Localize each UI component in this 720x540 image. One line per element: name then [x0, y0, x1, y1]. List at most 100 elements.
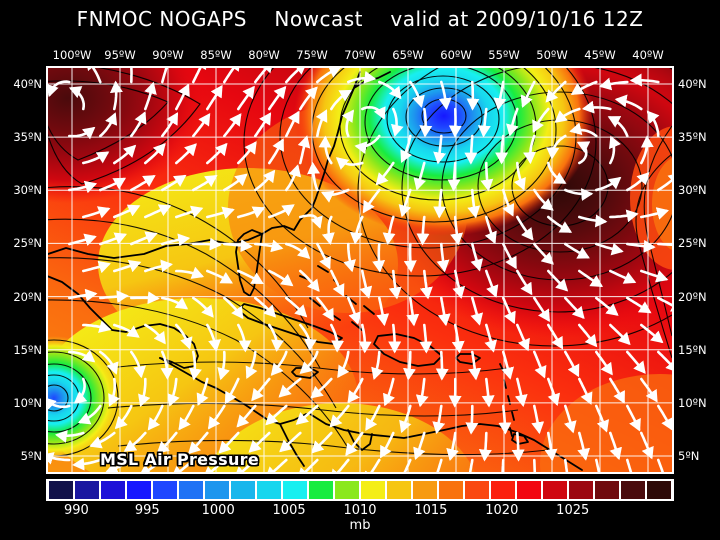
wind-vector	[130, 291, 160, 305]
wind-vector	[307, 161, 320, 192]
wind-vector	[363, 458, 381, 472]
wind-vector	[206, 269, 233, 284]
lon-tick-label: 65ºW	[392, 48, 424, 62]
wind-vector	[99, 112, 118, 138]
wind-vector	[347, 296, 361, 325]
wind-vector	[448, 107, 462, 138]
wind-vector	[237, 141, 257, 165]
wind-vector	[254, 169, 276, 192]
wind-vector	[436, 458, 443, 472]
wind-vector	[207, 404, 226, 430]
wind-vector	[316, 68, 342, 84]
colorbar-swatch	[230, 481, 256, 499]
wind-vector	[415, 377, 429, 408]
wind-vector	[175, 205, 204, 219]
wind-vector	[484, 323, 498, 353]
wind-vector	[640, 431, 654, 460]
wind-vector	[523, 134, 537, 165]
wind-vector	[130, 175, 156, 192]
map-canvas[interactable]: MSL Air Pressure 10.0 m/s	[48, 68, 672, 472]
wind-vector	[578, 377, 593, 405]
longitude-axis-top: 100ºW 95ºW 90ºW 85ºW 80ºW 75ºW 70ºW 65ºW 60ºW 55º…	[48, 48, 672, 62]
wind-vector	[206, 323, 222, 352]
wind-vector	[254, 296, 277, 318]
wind-vector	[178, 404, 195, 431]
wind-vector	[144, 323, 166, 345]
lon-tick-label: 95ºW	[104, 48, 136, 62]
wind-vector	[206, 206, 235, 220]
wind-vector	[265, 458, 288, 472]
wind-vector	[506, 107, 519, 137]
colorbar-tick-label: 1000	[201, 503, 235, 518]
wind-vector	[403, 242, 417, 273]
wind-vector	[295, 404, 319, 425]
wind-vector	[330, 323, 345, 353]
wind-vector	[265, 404, 288, 426]
wind-vector	[547, 161, 567, 184]
lon-tick-label: 75ºW	[296, 48, 328, 62]
wind-vector	[398, 188, 412, 218]
wind-vector	[316, 242, 331, 270]
wind-vector	[419, 269, 433, 300]
wind-vector	[382, 215, 396, 245]
wind-vector	[446, 431, 459, 462]
wind-vector	[390, 107, 404, 137]
wind-vector	[595, 242, 624, 256]
wind-vector	[361, 105, 386, 120]
wind-vector	[640, 323, 664, 344]
colorbar-tick-label: 1020	[485, 503, 519, 518]
wind-vector	[48, 397, 71, 411]
wind-vector	[320, 188, 350, 203]
wind-vector	[502, 188, 515, 217]
wind-vector	[345, 431, 364, 456]
wind-vector	[251, 377, 271, 402]
wind-vector	[372, 242, 386, 273]
wind-vector	[299, 269, 320, 292]
colorbar	[46, 479, 674, 501]
colorbar-swatch	[334, 481, 360, 499]
colorbar-swatch	[620, 481, 646, 499]
wind-vector	[68, 233, 97, 247]
wind-vector	[657, 350, 672, 373]
lon-tick-label: 40ºW	[632, 48, 664, 62]
wind-vector	[513, 161, 526, 191]
lon-tick-label: 70ºW	[344, 48, 376, 62]
wind-vector	[337, 350, 350, 379]
wind-vector	[68, 288, 98, 302]
colorbar-swatch	[464, 481, 490, 499]
wind-vector	[577, 431, 591, 461]
wind-vector	[268, 269, 294, 287]
wind-vector	[147, 404, 164, 431]
wind-vector	[595, 176, 622, 192]
lat-tick-label: 25ºN	[13, 236, 42, 251]
wind-vector	[388, 323, 402, 354]
lon-tick-label: 55ºW	[488, 48, 520, 62]
map-frame: MSL Air Pressure 10.0 m/s	[46, 66, 674, 474]
lat-tick-label: 35ºN	[678, 130, 707, 145]
wind-vector	[595, 350, 613, 376]
wind-vector	[626, 172, 650, 192]
wind-vector	[403, 350, 416, 381]
wind-vector	[380, 431, 395, 459]
wind-vector	[609, 377, 625, 404]
wind-vector	[285, 110, 300, 138]
wind-vector	[68, 180, 98, 194]
wind-vector	[626, 239, 656, 253]
wind-vector	[657, 404, 672, 431]
wind-vector	[285, 164, 302, 192]
wind-vector	[192, 68, 207, 84]
wind-vector	[545, 80, 567, 103]
colorbar-swatch	[74, 481, 100, 499]
wind-vector	[311, 431, 333, 454]
wind-vector	[89, 431, 116, 449]
wind-vector	[547, 323, 564, 350]
lon-tick-label: 60ºW	[440, 48, 472, 62]
wind-vector	[640, 269, 669, 283]
wind-vector	[640, 135, 654, 165]
wind-vector	[354, 134, 381, 155]
wind-vector	[130, 231, 158, 246]
wind-vector	[570, 80, 598, 95]
wind-vector	[502, 242, 517, 270]
wind-vector	[564, 242, 590, 259]
colorbar-swatch	[152, 481, 178, 499]
